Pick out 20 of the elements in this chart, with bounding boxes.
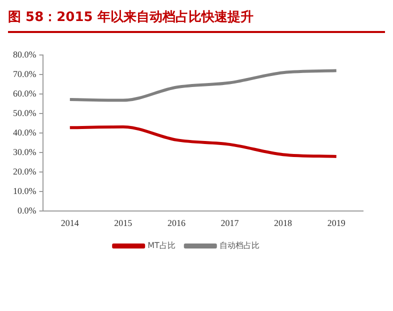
- x-tick-label: 2016: [167, 218, 186, 228]
- x-tick-label: 2018: [274, 218, 293, 228]
- line-series: [68, 125, 338, 158]
- x-tick-label: 2017: [220, 218, 240, 228]
- legend-label: 自动档占比: [219, 241, 260, 250]
- x-tick-label: 2015: [114, 218, 133, 228]
- x-tick-label: 2019: [327, 218, 346, 228]
- y-tick-label: 60.0%: [12, 88, 37, 98]
- y-tick-label: 0.0%: [17, 206, 37, 216]
- y-tick-label: 20.0%: [12, 166, 37, 177]
- y-tick-label: 80.0%: [12, 49, 37, 60]
- x-tick-label: 2014: [60, 218, 80, 228]
- line-series: [68, 69, 338, 102]
- chart-title: 图 58：2015 年以来自动档占比快速提升: [8, 8, 385, 33]
- y-tick-label: 10.0%: [12, 186, 37, 196]
- y-tick-label: 70.0%: [12, 68, 37, 79]
- legend-label: MT占比: [148, 241, 176, 250]
- y-tick-label: 40.0%: [12, 127, 37, 138]
- y-tick-label: 50.0%: [12, 108, 37, 118]
- y-tick-label: 30.0%: [12, 146, 37, 157]
